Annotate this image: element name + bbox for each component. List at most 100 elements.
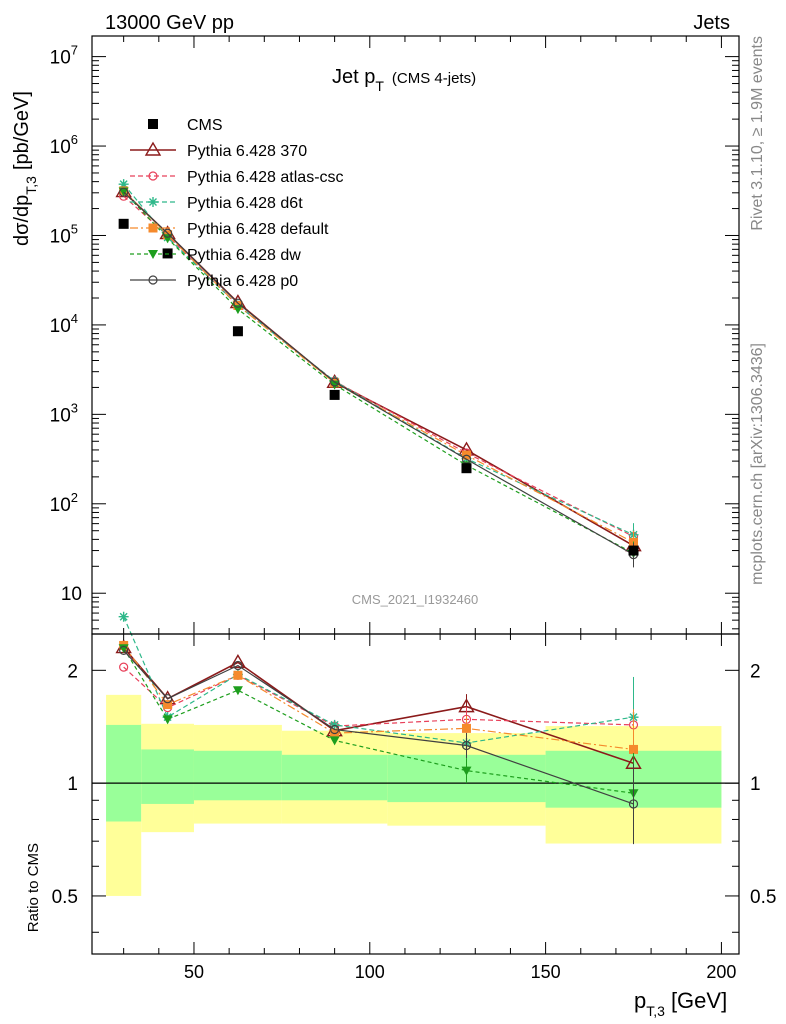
ratio-point-p0 xyxy=(119,645,129,656)
ratio-point-atlas xyxy=(119,662,129,672)
y-tick-base: 10 xyxy=(50,48,71,69)
ratio-axis-label: Ratio to CMS xyxy=(25,843,42,932)
y-tick-label: 107 xyxy=(50,43,78,69)
legend-marker-cms xyxy=(148,119,158,129)
y-tick-exponent: 5 xyxy=(71,221,78,236)
band-inner xyxy=(141,749,194,804)
main-point-cms xyxy=(329,389,340,400)
band-inner xyxy=(106,724,142,822)
ratio-point-default xyxy=(163,700,173,710)
x-tick-label: 50 xyxy=(184,962,204,982)
legend-label-p370: Pythia 6.428 370 xyxy=(187,143,307,160)
band-inner xyxy=(193,750,282,801)
main-line-dw xyxy=(123,191,634,554)
main-series xyxy=(115,179,642,568)
header-left: 13000 GeV pp xyxy=(105,12,234,34)
ratio-line-default xyxy=(123,645,634,751)
ratio-point-p0 xyxy=(233,660,243,671)
y-tick-label: 106 xyxy=(50,132,78,158)
legend-marker-dw xyxy=(148,250,158,259)
ratio-frame xyxy=(91,633,740,955)
main-point-p0 xyxy=(119,187,129,197)
y-tick-exponent: 2 xyxy=(71,490,78,505)
ratio-line-d6t xyxy=(123,616,634,744)
ratio-point-dw xyxy=(461,766,472,776)
legend-label-dw: Pythia 6.428 dw xyxy=(187,247,301,264)
main-point-dw xyxy=(118,187,129,197)
ratio-point-p0 xyxy=(330,724,340,735)
main-point-dw xyxy=(232,305,243,315)
y-tick-exponent: 4 xyxy=(71,311,78,326)
ratio-tick-label-left: 2 xyxy=(67,661,78,682)
main-point-p0 xyxy=(330,377,340,387)
ratio-point-dw xyxy=(162,715,173,725)
legend-label-default: Pythia 6.428 default xyxy=(187,221,329,238)
legend-marker-d6t xyxy=(148,197,158,207)
legend-label-atlas: Pythia 6.428 atlas-csc xyxy=(187,169,344,186)
ratio-tick-label-right: 1 xyxy=(750,774,761,795)
ratio-point-d6t xyxy=(329,719,340,730)
ratio-point-dw xyxy=(329,736,340,746)
y-tick-label: 103 xyxy=(50,400,78,426)
ratio-point-default xyxy=(629,744,639,754)
x-tick-label: 100 xyxy=(355,962,385,982)
ratio-point-p0 xyxy=(628,799,639,809)
y-tick-base: 10 xyxy=(50,137,71,158)
ratio-line-atlas xyxy=(123,666,634,727)
x-tick-label: 200 xyxy=(706,962,736,982)
y-tick-base: 10 xyxy=(50,495,71,516)
y-tick-base: 10 xyxy=(61,584,82,605)
ratio-point-p0 xyxy=(461,740,472,751)
y-tick-exponent: 7 xyxy=(71,43,78,58)
axis-ticks xyxy=(92,36,739,954)
legend-marker-p370 xyxy=(144,141,162,156)
y-tick-label: 10 xyxy=(61,584,82,605)
y-tick-exponent: 3 xyxy=(71,400,78,415)
plot-title: Jet pT (CMS 4-jets) xyxy=(332,66,476,94)
y-tick-label: 102 xyxy=(50,490,78,516)
ratio-line-p0 xyxy=(123,650,634,805)
band-inner xyxy=(281,754,388,801)
main-point-cms xyxy=(118,218,129,229)
ratio-point-default xyxy=(233,670,243,680)
y-axis-label: dσ/dpT,3[pb/GeV] xyxy=(11,91,39,246)
y-tick-exponent: 6 xyxy=(71,132,78,147)
main-line-p0 xyxy=(123,191,634,556)
y-tick-label: 105 xyxy=(50,221,78,247)
main-point-cms xyxy=(461,463,472,474)
mcplots-label: mcplots.cern.ch [arXiv:1306.3436] xyxy=(749,343,766,585)
header-right: Jets xyxy=(693,12,730,34)
ratio-point-d6t xyxy=(118,611,129,622)
ratio-tick-label-left: 1 xyxy=(67,774,78,795)
x-tick-label: 150 xyxy=(531,962,561,982)
legend-marker-atlas xyxy=(148,171,158,181)
ratio-tick-label-right: 2 xyxy=(750,661,761,682)
y-tick-label: 104 xyxy=(50,311,78,337)
main-line-p370 xyxy=(123,190,634,547)
main-point-p0 xyxy=(233,298,243,308)
main-point-d6t xyxy=(118,179,129,190)
legend-label-d6t: Pythia 6.428 d6t xyxy=(187,195,303,212)
legend-label-p0: Pythia 6.428 p0 xyxy=(187,273,298,290)
frames xyxy=(91,35,740,955)
x-axis-label: pT,3 [GeV] xyxy=(634,988,727,1019)
ratio-tick-label-right: 0.5 xyxy=(750,887,776,908)
ratio-point-dw xyxy=(232,686,243,696)
main-point-cms xyxy=(232,326,243,337)
legend-marker-default xyxy=(148,223,158,233)
ratio-series xyxy=(115,611,642,845)
rivet-version-label: Rivet 3.1.10, ≥ 1.9M events xyxy=(749,36,766,231)
main-line-default xyxy=(123,190,634,543)
main-point-cms xyxy=(628,545,639,556)
analysis-id: CMS_2021_I1932460 xyxy=(352,592,479,607)
legend-marker-p0 xyxy=(148,275,158,285)
y-tick-base: 10 xyxy=(50,226,71,247)
legend: CMS Pythia 6.428 370 Pythia 6.428 atlas-cs… xyxy=(130,117,344,290)
ratio-point-dw xyxy=(118,644,129,654)
ratio-tick-label-left: 0.5 xyxy=(52,887,78,908)
ratio-point-default xyxy=(461,723,471,733)
y-tick-base: 10 xyxy=(50,316,71,337)
legend-label-cms: CMS xyxy=(187,117,223,134)
